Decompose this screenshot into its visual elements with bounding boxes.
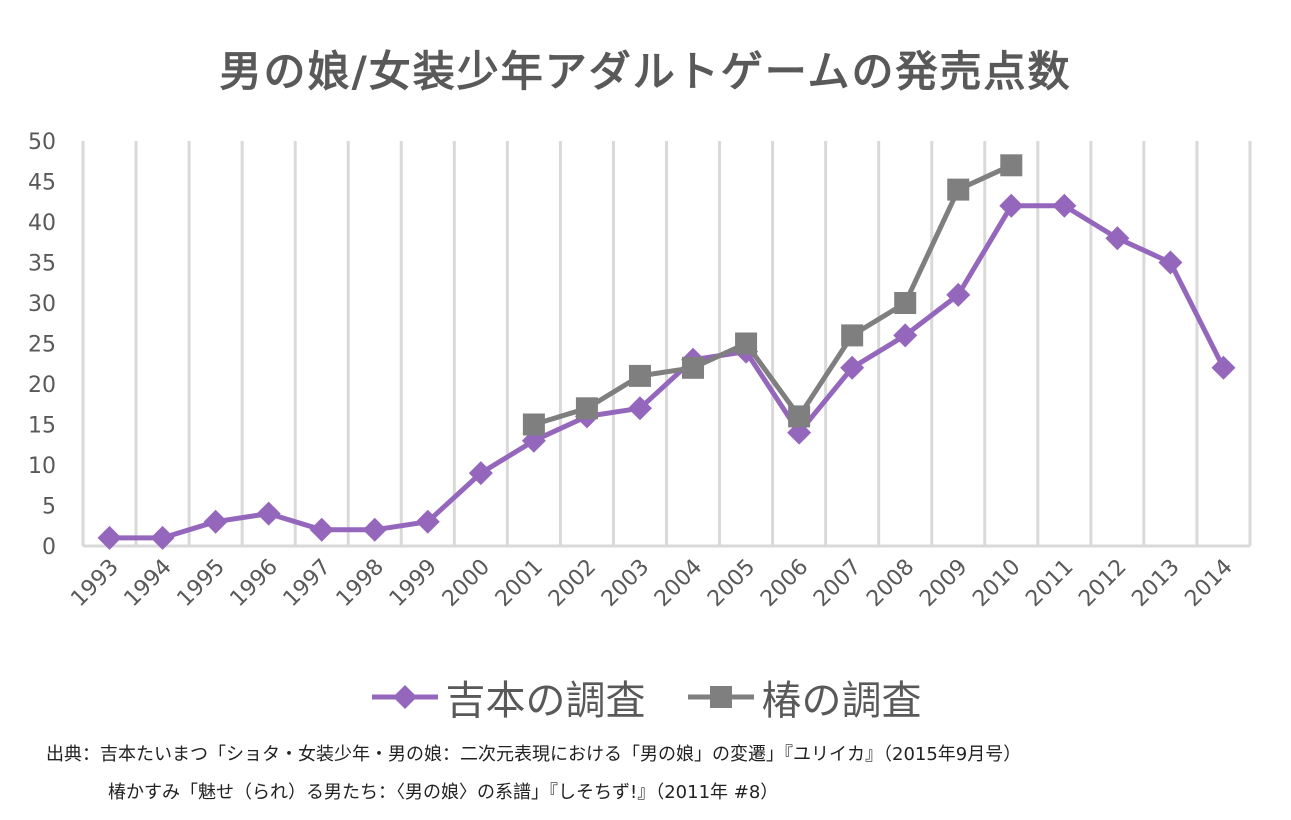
legend-item-tsubaki: 椿の調査	[686, 668, 922, 726]
data-point-diamond	[468, 461, 493, 486]
data-point-diamond	[1158, 250, 1183, 275]
y-axis-ticks: 0 5 10 15 20 25 30 35 40 45 50	[28, 130, 56, 560]
series-2	[522, 154, 1023, 436]
x-tick-label: 2012	[1074, 555, 1131, 612]
data-point-diamond	[415, 509, 440, 534]
x-tick-label: 2011	[1021, 555, 1078, 612]
source-line-2: 椿かすみ「魅せ（られ）る男たち：〈男の娘〉の系譜」『しそちず!』（2011年 #…	[108, 782, 779, 803]
diamond-marker-icon	[371, 685, 438, 709]
data-point-diamond	[1211, 355, 1236, 380]
legend-label: 吉本の調査	[445, 678, 646, 724]
data-point-square	[522, 413, 545, 436]
data-point-diamond	[1105, 226, 1130, 251]
square-marker-icon	[687, 686, 754, 708]
x-tick-label: 1999	[385, 555, 442, 612]
data-point-square	[894, 292, 917, 314]
data-point-square	[682, 356, 705, 379]
x-tick-label: 1997	[279, 555, 336, 612]
y-tick-label: 45	[28, 171, 56, 196]
y-tick-label: 10	[28, 454, 56, 479]
y-tick-label: 30	[28, 292, 56, 317]
series-group	[97, 154, 1236, 550]
series-line	[109, 203, 1226, 541]
legend-item-yoshimoto: 吉本の調査	[370, 668, 646, 726]
x-tick-label: 2006	[756, 555, 813, 612]
data-point-square	[628, 364, 651, 387]
data-point-diamond	[309, 517, 334, 542]
data-point-diamond	[203, 509, 228, 534]
series-line	[533, 163, 1013, 427]
y-tick-label: 0	[42, 535, 56, 560]
x-tick-label: 2008	[862, 555, 919, 612]
x-tick-label: 1995	[173, 555, 230, 612]
x-tick-label: 1994	[120, 555, 177, 612]
x-tick-label: 1993	[66, 555, 123, 612]
data-point-square	[788, 405, 811, 428]
data-point-square	[841, 324, 864, 347]
y-tick-label: 50	[28, 130, 56, 155]
x-tick-label: 1996	[226, 555, 283, 612]
y-tick-label: 20	[28, 373, 56, 398]
x-tick-label: 2002	[544, 555, 601, 612]
data-point-diamond	[840, 355, 865, 380]
x-tick-label: 2005	[703, 555, 760, 612]
x-axis-ticks: 1993199419951996199719981999200020012002…	[66, 555, 1237, 612]
data-point-diamond	[946, 282, 971, 307]
x-tick-label: 1998	[332, 555, 389, 612]
x-tick-label: 2003	[597, 555, 654, 612]
y-tick-label: 15	[28, 414, 56, 439]
data-point-diamond	[627, 396, 652, 421]
data-point-square	[947, 178, 970, 201]
x-tick-label: 2013	[1127, 555, 1184, 612]
x-tick-label: 2009	[915, 555, 972, 612]
data-point-diamond	[893, 323, 918, 348]
data-point-diamond	[362, 517, 387, 542]
legend: 吉本の調査 椿の調査	[0, 668, 1291, 726]
data-point-square	[1000, 154, 1023, 177]
x-tick-label: 2001	[491, 555, 548, 612]
x-tick-label: 2000	[438, 555, 495, 612]
y-tick-label: 35	[28, 252, 56, 277]
data-point-diamond	[150, 525, 175, 550]
x-tick-label: 2014	[1180, 555, 1237, 612]
y-tick-label: 40	[28, 211, 56, 236]
gridlines	[81, 141, 1252, 548]
y-tick-label: 5	[42, 495, 56, 520]
data-point-diamond	[97, 525, 122, 550]
data-point-square	[735, 332, 758, 355]
data-point-diamond	[1052, 193, 1077, 218]
x-tick-label: 2010	[968, 555, 1025, 612]
y-tick-label: 25	[28, 333, 56, 358]
legend-label: 椿の調査	[761, 678, 922, 724]
x-tick-label: 2007	[809, 555, 866, 612]
x-tick-label: 2004	[650, 555, 707, 612]
data-point-square	[575, 397, 598, 420]
source-line-1: 出典：吉本たいまつ「ショタ・女装少年・男の娘：二次元表現における「男の娘」の変遷…	[46, 744, 1022, 765]
data-point-diamond	[999, 193, 1024, 218]
data-point-diamond	[256, 501, 281, 526]
chart-title: 男の娘/女装少年アダルトゲームの発売点数	[219, 47, 1072, 96]
